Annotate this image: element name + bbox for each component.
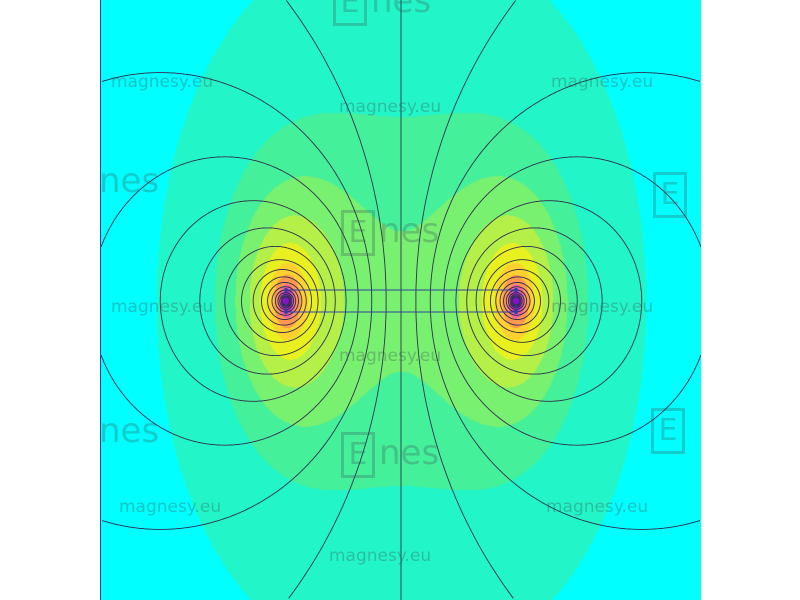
field-line xyxy=(261,276,307,326)
coil-node xyxy=(514,310,518,314)
field-line xyxy=(512,296,521,306)
field-line xyxy=(271,286,299,316)
field-line xyxy=(267,281,303,321)
coil-outline xyxy=(285,289,517,313)
field-line xyxy=(101,72,373,530)
field-line xyxy=(509,294,523,308)
watermark: magnesy.eu xyxy=(329,546,432,566)
coil-node xyxy=(514,288,518,292)
watermark: magnesy.eu xyxy=(339,97,442,117)
field-line xyxy=(503,286,531,316)
watermark: magnesy.eu xyxy=(111,297,214,317)
field-line xyxy=(279,294,293,308)
field-line xyxy=(281,296,290,306)
field-line xyxy=(466,227,603,375)
field-lines xyxy=(101,0,701,600)
watermark-logo: E xyxy=(651,408,689,454)
field-line xyxy=(429,72,701,530)
field-line xyxy=(101,156,359,446)
field-line xyxy=(510,295,522,307)
field-line xyxy=(252,269,312,333)
field-line xyxy=(455,200,643,402)
field-line xyxy=(199,227,336,375)
watermark: magnesy.eu xyxy=(339,346,442,366)
field-line xyxy=(475,245,578,357)
field-line xyxy=(285,0,387,599)
coil-node xyxy=(284,288,288,292)
coil-node xyxy=(284,310,288,314)
field-line xyxy=(507,292,525,310)
watermark: magnesy.eu xyxy=(546,497,649,517)
field-line xyxy=(224,245,327,357)
field-line xyxy=(443,156,701,446)
field-line xyxy=(499,281,535,321)
field-line xyxy=(490,269,550,333)
field-plot: magnesy.eu magnesy.eu magnesy.eu magnesy… xyxy=(100,0,701,600)
field-line xyxy=(277,292,295,310)
field-line xyxy=(159,200,347,402)
watermark: magnesy.eu xyxy=(119,497,222,517)
watermark-logo: E xyxy=(653,172,691,218)
watermark: magnesy.eu xyxy=(111,72,214,92)
field-line xyxy=(495,276,541,326)
field-line xyxy=(505,289,528,313)
field-line xyxy=(274,289,297,313)
field-line xyxy=(241,259,319,343)
field-line xyxy=(280,295,292,307)
watermark: magnesy.eu xyxy=(551,297,654,317)
field-line xyxy=(483,259,561,343)
field-line xyxy=(415,0,517,599)
watermark: magnesy.eu xyxy=(551,72,654,92)
